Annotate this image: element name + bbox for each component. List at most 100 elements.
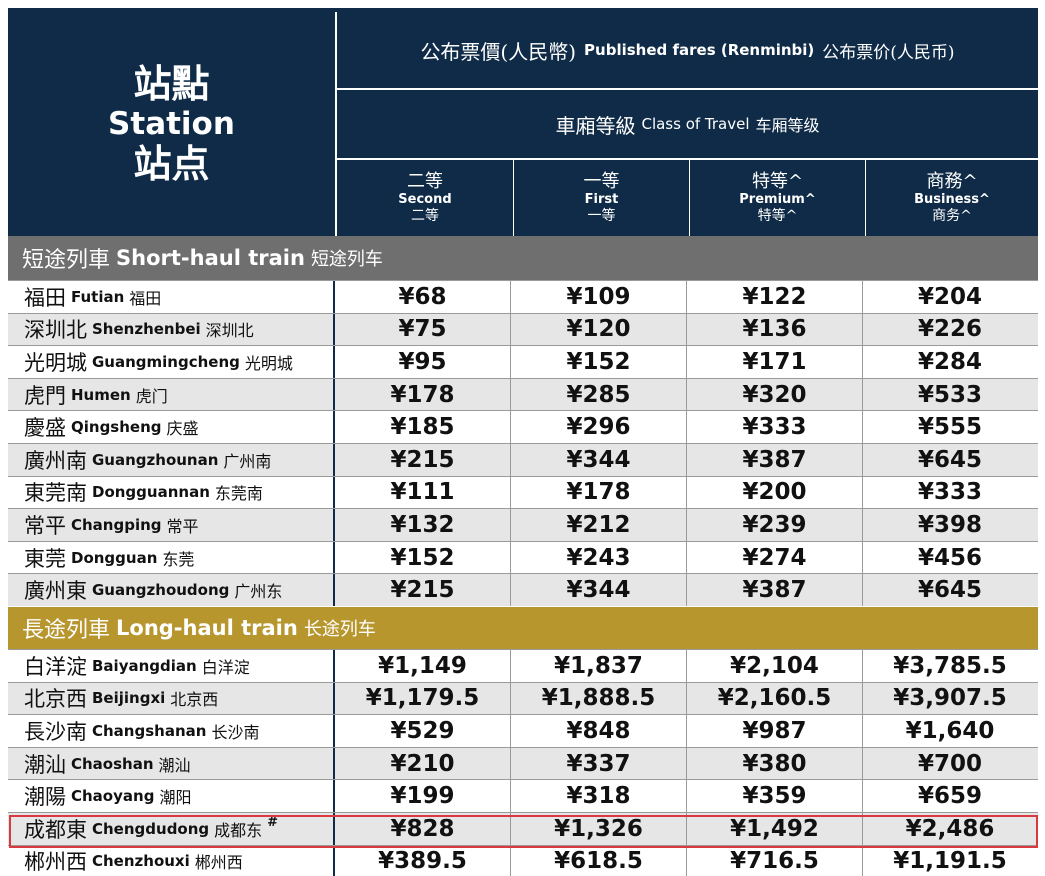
fare-cell: ¥318 bbox=[511, 780, 687, 812]
station-name-zh-simp: 北京西 bbox=[170, 690, 219, 710]
fare-cell: ¥171 bbox=[687, 346, 863, 378]
station-cell: 郴州西 Chenzhouxi 郴州西 bbox=[8, 845, 335, 876]
station-name-zh-simp: 广州南 bbox=[223, 451, 272, 471]
fare-cell: ¥239 bbox=[687, 509, 863, 541]
station-name-zh-trad: 廣州南 bbox=[24, 448, 87, 473]
class-zh-trad: 一等 bbox=[583, 171, 620, 193]
station-name-zh-simp: 郴州西 bbox=[194, 853, 243, 873]
table-row: 潮汕 Chaoshan 潮汕 ¥210 ¥337 ¥380 ¥700 bbox=[8, 746, 1038, 780]
station-cell: 長沙南 Changshanan 长沙南 bbox=[8, 715, 335, 747]
station-name-en: Dongguan bbox=[71, 548, 158, 567]
fare-cell: ¥333 bbox=[687, 411, 863, 443]
class-zh-trad: 二等 bbox=[407, 171, 443, 193]
fare-cell: ¥389.5 bbox=[335, 845, 511, 876]
fare-cell: ¥2,486 bbox=[905, 815, 995, 842]
fare-cell: ¥555 bbox=[917, 414, 982, 441]
class-of-travel-zh-simp: 车厢等级 bbox=[755, 116, 820, 135]
fare-cell: ¥1,492 bbox=[687, 812, 863, 845]
station-cell: 深圳北 Shenzhenbei 深圳北 bbox=[8, 313, 335, 346]
class-zh-simp: 商务^ bbox=[932, 207, 972, 224]
section-zh-simp: 短途列车 bbox=[310, 249, 383, 270]
station-name-en: Guangzhoudong bbox=[92, 581, 230, 600]
fare-cell: ¥215 bbox=[335, 443, 511, 476]
fare-cell: ¥210 bbox=[335, 747, 511, 780]
table-row: 北京西 Beijingxi 北京西 ¥1,179.5 ¥1,888.5 ¥2,160.5 ¥… bbox=[8, 681, 1038, 715]
station-name-zh-trad: 成都東 bbox=[24, 817, 87, 842]
table-row: 東莞 Dongguan 东莞 ¥152 ¥243 ¥274 ¥456 bbox=[8, 540, 1038, 574]
station-cell: 廣州東 Guangzhoudong 广州东 bbox=[8, 574, 335, 606]
station-name-zh-trad: 東莞 bbox=[24, 546, 66, 571]
fare-cell: ¥212 bbox=[511, 509, 687, 541]
station-name-en: Futian bbox=[71, 287, 125, 306]
fare-cell: ¥1,149 bbox=[335, 650, 511, 682]
station-name-zh-trad: 深圳北 bbox=[24, 318, 87, 343]
fare-cell: ¥337 bbox=[511, 747, 687, 780]
fare-cell: ¥645 bbox=[917, 577, 982, 604]
short-haul-section-bar: 短途列車 Short-haul train 短途列车 bbox=[8, 236, 1038, 280]
station-cell: 光明城 Guangmingcheng 光明城 bbox=[8, 346, 335, 378]
station-cell: 東莞南 Dongguannan 东莞南 bbox=[8, 476, 335, 509]
station-name-zh-simp: 深圳北 bbox=[205, 321, 254, 341]
table-row: 郴州西 Chenzhouxi 郴州西 ¥389.5 ¥618.5 ¥716.5 ¥1,191… bbox=[8, 844, 1038, 876]
fare-cell: ¥132 bbox=[335, 509, 511, 541]
section-zh-simp: 长途列车 bbox=[303, 619, 376, 640]
fare-cell: ¥2,160.5 bbox=[687, 682, 863, 715]
fare-cell: ¥700 bbox=[917, 750, 982, 777]
station-name-zh-simp: 东莞南 bbox=[214, 484, 263, 504]
class-header-second: 二等 Second 二等 bbox=[337, 160, 513, 236]
station-cell: 成都東 Chengdudong 成都东 # bbox=[8, 812, 335, 845]
long-haul-section-bar: 長途列車 Long-haul train 长途列车 bbox=[8, 607, 1038, 649]
station-name-zh-simp: 潮汕 bbox=[158, 755, 191, 775]
fare-cell: ¥152 bbox=[335, 541, 511, 574]
fare-cell: ¥274 bbox=[687, 541, 863, 574]
class-zh-trad: 商務^ bbox=[926, 171, 978, 193]
fare-cell: ¥828 bbox=[335, 812, 511, 845]
fare-cell: ¥387 bbox=[687, 443, 863, 476]
station-footnote-mark: # bbox=[267, 815, 279, 831]
fare-cell: ¥398 bbox=[917, 511, 982, 538]
class-of-travel-en: Class of Travel bbox=[641, 115, 750, 133]
station-name-zh-trad: 潮汕 bbox=[24, 752, 66, 777]
class-zh-simp: 一等 bbox=[587, 207, 616, 224]
station-header-en: Station bbox=[108, 105, 235, 142]
station-name-zh-trad: 虎門 bbox=[24, 383, 66, 408]
fare-cell: ¥359 bbox=[687, 780, 863, 812]
class-of-travel-zh-trad: 車廂等級 bbox=[555, 113, 636, 138]
fare-cell: ¥296 bbox=[511, 411, 687, 443]
station-name-zh-trad: 廣州東 bbox=[24, 579, 87, 604]
station-name-zh-trad: 潮陽 bbox=[24, 785, 66, 810]
station-name-en: Shenzhenbei bbox=[92, 320, 201, 339]
table-row: 東莞南 Dongguannan 东莞南 ¥111 ¥178 ¥200 ¥333 bbox=[8, 475, 1038, 509]
fare-cell: ¥848 bbox=[511, 715, 687, 747]
class-header-first: 一等 First 一等 bbox=[514, 160, 689, 236]
station-name-zh-simp: 虎门 bbox=[135, 386, 168, 406]
fare-cell: ¥109 bbox=[511, 281, 687, 313]
fare-cell: ¥618.5 bbox=[511, 845, 687, 876]
fare-cell: ¥3,785.5 bbox=[893, 652, 1007, 679]
fare-cell: ¥185 bbox=[335, 411, 511, 443]
table-row: 廣州南 Guangzhounan 广州南 ¥215 ¥344 ¥387 ¥645 bbox=[8, 442, 1038, 476]
fare-cell: ¥136 bbox=[687, 313, 863, 346]
class-zh-simp: 特等^ bbox=[757, 207, 798, 224]
header-divider bbox=[337, 158, 1038, 160]
section-en: Long-haul train bbox=[116, 616, 298, 640]
station-name-en: Guangzhounan bbox=[92, 450, 219, 469]
fare-cell: ¥533 bbox=[917, 381, 982, 408]
station-column-header: 站點 Station 站点 bbox=[8, 12, 335, 236]
section-zh-trad: 長途列車 bbox=[22, 618, 111, 643]
station-header-zh-trad: 站點 bbox=[133, 60, 210, 106]
top-rule bbox=[8, 8, 1038, 12]
station-name-zh-trad: 白洋淀 bbox=[24, 654, 87, 679]
fare-cell: ¥1,888.5 bbox=[511, 682, 687, 715]
class-en: Business^ bbox=[914, 191, 990, 207]
fare-cell: ¥204 bbox=[917, 283, 982, 310]
fare-cell: ¥659 bbox=[917, 783, 982, 810]
section-en: Short-haul train bbox=[116, 246, 305, 270]
fare-cell: ¥284 bbox=[917, 348, 982, 375]
header-divider bbox=[513, 160, 514, 236]
station-cell: 潮汕 Chaoshan 潮汕 bbox=[8, 747, 335, 780]
station-name-zh-trad: 福田 bbox=[24, 285, 66, 310]
station-name-en: Changping bbox=[71, 515, 162, 534]
header-divider bbox=[337, 88, 1038, 90]
fare-cell: ¥199 bbox=[335, 780, 511, 812]
